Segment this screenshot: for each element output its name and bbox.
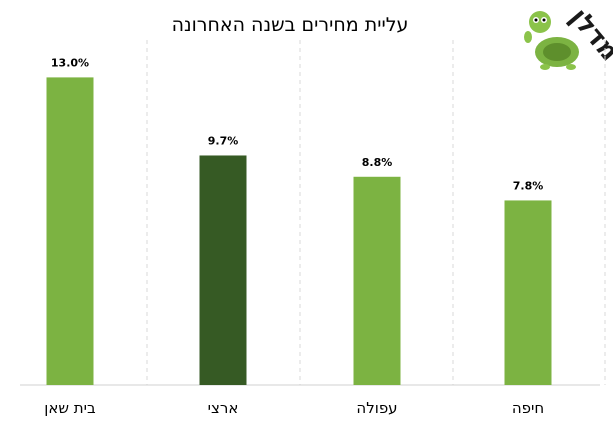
data-label: 9.7% — [208, 134, 239, 147]
logo: מדלן — [524, 3, 613, 70]
category-label: עפולה — [356, 399, 397, 417]
bar — [199, 155, 247, 385]
category-label: ארצי — [208, 399, 239, 417]
data-labels: 13.0% 9.7% 8.8% 7.8% — [51, 56, 543, 192]
bar — [353, 176, 401, 385]
data-label: 13.0% — [51, 56, 89, 69]
bars — [46, 77, 552, 386]
category-label: בית שאן — [44, 399, 96, 417]
chart-title: עליית מחירים בשנה האחרונה — [172, 14, 409, 36]
grid-lines — [146, 40, 606, 385]
data-label: 8.8% — [362, 156, 393, 169]
data-label: 7.8% — [513, 179, 544, 192]
turtle-icon — [524, 11, 579, 70]
bar — [504, 200, 552, 385]
bar — [46, 77, 94, 386]
category-labels: בית שאן ארצי עפולה חיפה — [44, 399, 544, 417]
category-label: חיפה — [512, 399, 544, 417]
